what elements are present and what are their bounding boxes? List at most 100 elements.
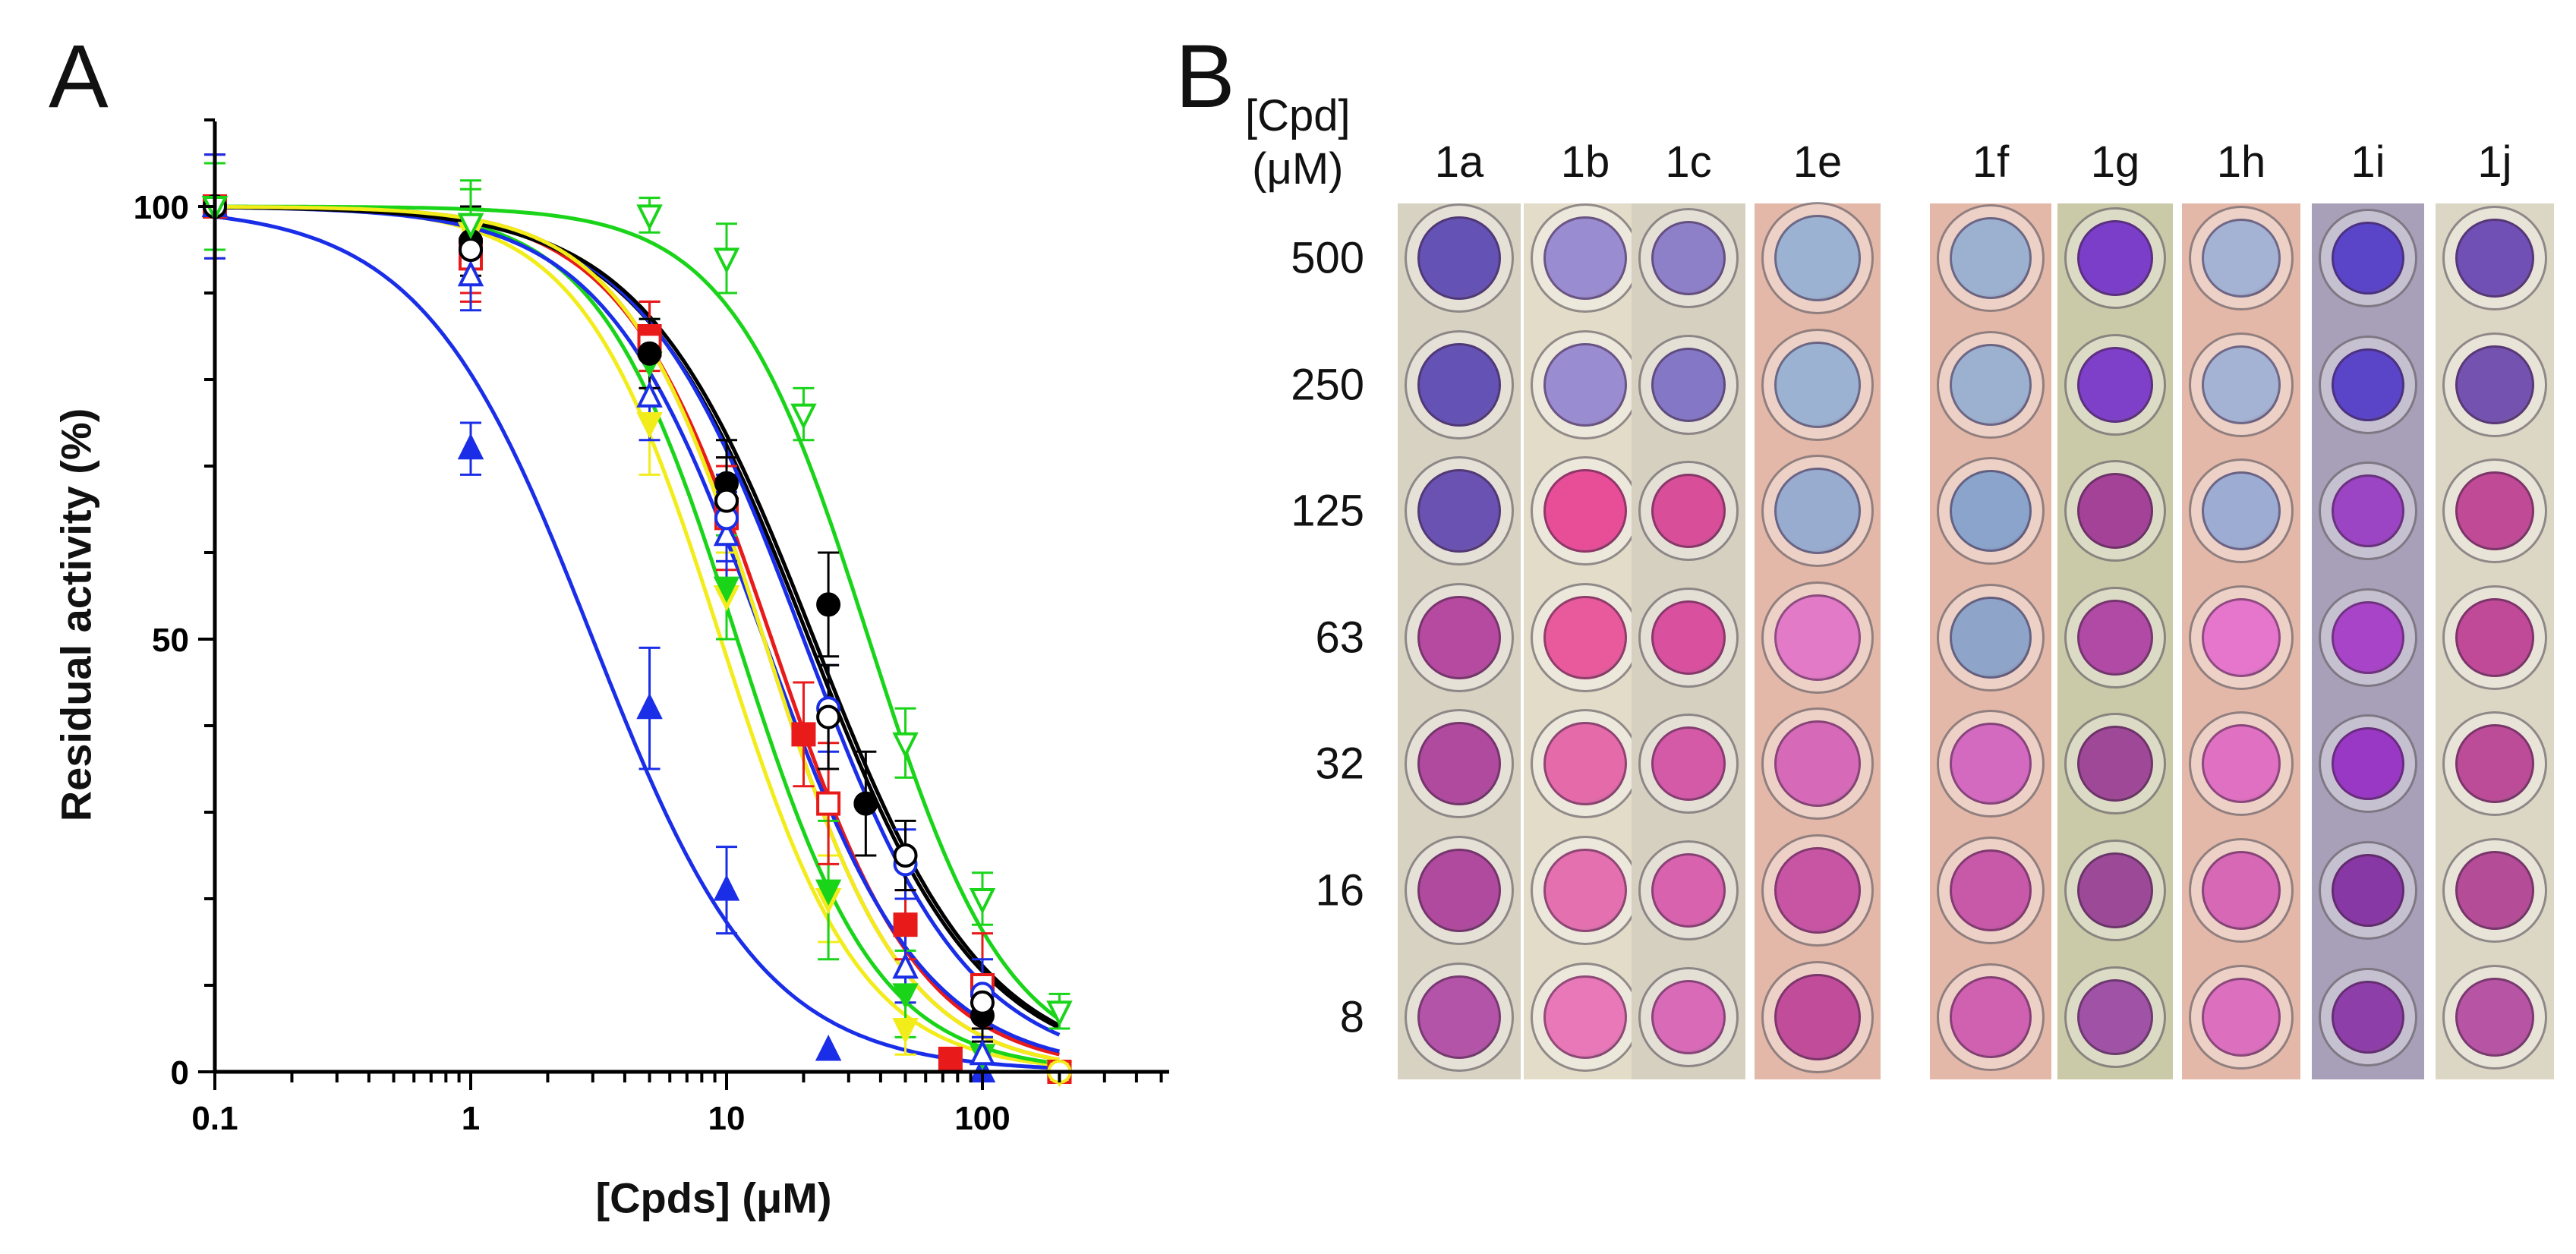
well-sample	[1543, 469, 1627, 553]
well-rim	[2064, 713, 2166, 814]
well-sample	[1543, 849, 1627, 932]
well-sample	[1950, 723, 2032, 805]
well-rim	[2189, 206, 2294, 310]
well-sample	[1417, 975, 1501, 1059]
well-rim	[1638, 967, 1739, 1067]
well-rim	[2442, 711, 2547, 816]
plate-strip	[1632, 203, 1745, 1079]
well-sample	[1417, 343, 1501, 427]
plate-strip	[1524, 203, 1647, 1079]
marker-triangle-up	[969, 1038, 996, 1066]
compound-label: 1j	[2477, 137, 2512, 187]
well-rim	[1638, 208, 1739, 308]
well-sample	[2332, 601, 2404, 674]
fit-curve	[214, 205, 1060, 1057]
well-rim	[1405, 709, 1514, 818]
well-sample	[2202, 345, 2281, 424]
concentration-label: 8	[1339, 992, 1364, 1042]
well-sample	[2202, 598, 2281, 677]
compound-label: 1h	[2216, 137, 2266, 187]
marker-triangle-up	[457, 433, 484, 460]
well-rim	[1638, 840, 1739, 940]
marker-triangle-up	[636, 692, 663, 720]
well-rim	[1405, 203, 1514, 313]
well-sample	[2202, 724, 2281, 803]
axes: 0 50 100 0.1 1 10 100	[134, 118, 1169, 1137]
well-sample	[1543, 722, 1627, 805]
well-sample	[1950, 849, 2032, 931]
fit-curve	[214, 215, 1060, 1070]
compound-label: 1e	[1792, 137, 1843, 187]
panel-label-b: B	[1175, 27, 1235, 127]
y-tick-label: 100	[134, 189, 189, 226]
well-sample	[2077, 220, 2153, 296]
plate-strip	[1755, 202, 1881, 1079]
marker-circle	[714, 488, 739, 513]
well-sample	[1774, 215, 1861, 301]
well-rim	[1638, 588, 1739, 688]
well-rim	[1531, 836, 1640, 945]
well-rim	[2442, 965, 2547, 1070]
well-sample	[2455, 598, 2534, 677]
well-sample	[1774, 974, 1861, 1060]
well-sample	[1651, 726, 1726, 801]
well-rim	[2319, 336, 2417, 434]
marker-triangle-up	[892, 952, 919, 979]
x-tick-label: 10	[708, 1100, 746, 1137]
compound-label: 1c	[1665, 137, 1712, 187]
well-sample	[2077, 347, 2153, 423]
well-rim	[1405, 963, 1514, 1072]
compound-label: 1i	[2351, 137, 2385, 187]
well-sample	[2455, 978, 2534, 1057]
well-rim	[2189, 332, 2294, 437]
concentration-label: 500	[1291, 233, 1364, 283]
well-sample	[2455, 219, 2534, 298]
plate-strip	[2312, 203, 2424, 1079]
marker-triangle-up	[713, 874, 740, 901]
well-sample	[1774, 468, 1861, 554]
well-rim	[2442, 458, 2547, 563]
marker-circle	[893, 843, 918, 868]
marker-triangle-down	[1046, 1000, 1073, 1027]
well-sample	[2455, 471, 2534, 550]
fit-curves	[214, 204, 1061, 1070]
well-sample	[1543, 596, 1627, 679]
well-sample	[1417, 849, 1501, 932]
well-rim	[2319, 588, 2417, 687]
y-axis-label: Residual activity (%)	[52, 408, 100, 822]
well-rim	[1638, 714, 1739, 814]
marker-square	[893, 912, 918, 937]
fit-curve	[215, 204, 1060, 1062]
concentration-label: 16	[1315, 865, 1364, 915]
well-rim	[1531, 583, 1640, 692]
well-rim	[2064, 840, 2166, 941]
well-sample	[2077, 726, 2153, 802]
well-sample	[1417, 722, 1501, 805]
well-sample	[1774, 720, 1861, 807]
marker-circle	[970, 990, 995, 1015]
well-sample	[2332, 222, 2404, 295]
well-sample	[1950, 976, 2032, 1058]
well-rim	[1405, 836, 1514, 945]
well-sample	[1950, 344, 2032, 426]
well-rim	[2189, 585, 2294, 690]
well-sample	[2077, 979, 2153, 1055]
concentration-label: 63	[1315, 613, 1364, 663]
well-rim	[2442, 206, 2547, 310]
well-sample	[1543, 975, 1627, 1059]
well-sample	[1417, 469, 1501, 553]
well-rim	[2442, 838, 2547, 943]
well-rim	[1761, 581, 1874, 694]
marker-triangle-down	[790, 403, 817, 430]
well-sample	[1651, 221, 1726, 295]
plate-strip	[1930, 203, 2051, 1079]
marker-circle	[816, 592, 841, 617]
well-rim	[1937, 331, 2045, 439]
well-rim	[1937, 963, 2045, 1071]
well-rim	[1761, 329, 1874, 441]
x-tick-label: 100	[954, 1100, 1010, 1137]
well-sample	[2077, 852, 2153, 928]
well-sample	[1651, 600, 1726, 675]
well-rim	[2189, 458, 2294, 563]
well-sample	[2202, 978, 2281, 1057]
